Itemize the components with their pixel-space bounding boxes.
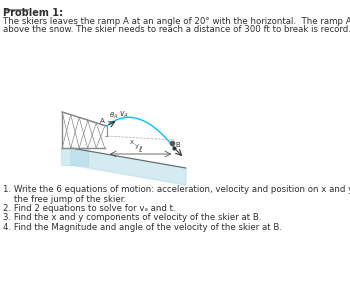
Polygon shape xyxy=(61,148,88,165)
Text: 2. Find 2 equations to solve for vₐ and t.: 2. Find 2 equations to solve for vₐ and … xyxy=(4,204,176,213)
Text: above the snow. The skier needs to reach a distance of 300 ft to break is record: above the snow. The skier needs to reach… xyxy=(3,25,350,34)
Text: x: x xyxy=(130,139,134,145)
Text: B: B xyxy=(176,142,181,148)
Text: $\theta_A$: $\theta_A$ xyxy=(110,111,119,121)
Text: A: A xyxy=(100,118,105,124)
Polygon shape xyxy=(71,148,186,185)
Text: $v_A$: $v_A$ xyxy=(119,110,129,120)
Text: 1. Write the 6 equations of motion: acceleration, velocity and position on x and: 1. Write the 6 equations of motion: acce… xyxy=(4,185,350,194)
Text: 4. Find the Magnitude and angle of the velocity of the skier at B.: 4. Find the Magnitude and angle of the v… xyxy=(4,223,282,232)
Text: 3. Find the x and y components of velocity of the skier at B.: 3. Find the x and y components of veloci… xyxy=(4,213,262,223)
Text: Problem 1:: Problem 1: xyxy=(3,8,63,18)
Text: The skiers leaves the ramp A at an angle of 20° with the horizontal.  The ramp A: The skiers leaves the ramp A at an angle… xyxy=(3,17,350,26)
Text: y: y xyxy=(134,143,139,149)
Text: $\ell$: $\ell$ xyxy=(138,144,143,154)
Text: the free jump of the skier.: the free jump of the skier. xyxy=(4,195,126,203)
